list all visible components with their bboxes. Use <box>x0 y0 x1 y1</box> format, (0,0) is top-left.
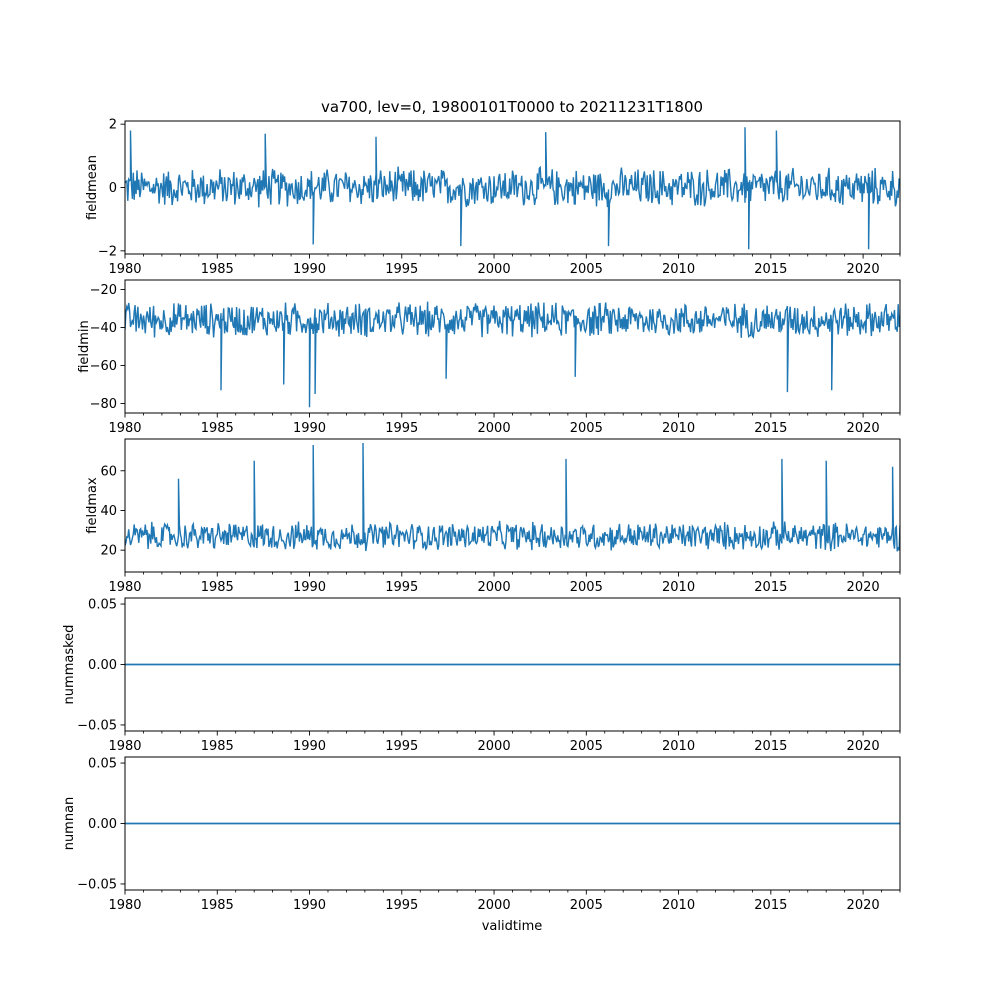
chart-title: va700, lev=0, 19800101T0000 to 20211231T… <box>321 98 703 116</box>
x-tick-label: 1995 <box>385 739 418 754</box>
x-tick-label: 2015 <box>754 739 787 754</box>
x-tick-label: 1980 <box>108 580 141 595</box>
subplot-numnan: 1980 1985 1990 1995 2000 2005 2010 2015 2020 −0.0… <box>62 756 901 913</box>
x-tick-label: 1995 <box>385 898 418 913</box>
x-tick-label: 1980 <box>108 739 141 754</box>
y-axis-label: fieldmin <box>77 320 92 373</box>
subplot-fieldmax: 1980 1985 1990 1995 2000 2005 2010 2015 20202040… <box>85 438 901 595</box>
x-tick-label: 1985 <box>201 421 234 436</box>
x-tick-label: 2010 <box>662 739 695 754</box>
plot-frame <box>124 279 901 414</box>
y-tick-label: −40 <box>90 321 117 336</box>
x-tick-label: 2000 <box>478 262 511 277</box>
y-tick-label: 20 <box>100 544 117 559</box>
x-tick-label: 1980 <box>108 262 141 277</box>
x-tick-label: 2015 <box>754 421 787 436</box>
x-tick-label: 2000 <box>478 580 511 595</box>
x-tick-label: 1990 <box>293 580 326 595</box>
x-tick-label: 2005 <box>570 739 603 754</box>
x-tick-label: 2020 <box>847 739 880 754</box>
y-tick-label: 2 <box>109 118 117 133</box>
x-tick-label: 2005 <box>570 580 603 595</box>
subplot-fieldmean: 1980 1985 1990 1995 2000 2005 2010 2015 2020 −2 0 2… <box>85 118 901 277</box>
x-tick-label: 1985 <box>201 580 234 595</box>
x-tick-label: 1980 <box>108 421 141 436</box>
y-tick-label: −60 <box>90 359 117 374</box>
x-tick-label: 2015 <box>754 580 787 595</box>
x-tick-label: 2005 <box>570 898 603 913</box>
x-tick-label: 2000 <box>478 898 511 913</box>
x-tick-label: 2005 <box>570 262 603 277</box>
y-tick-label: −80 <box>90 397 117 412</box>
x-tick-label: 1995 <box>385 580 418 595</box>
x-tick-label: 1995 <box>385 262 418 277</box>
x-tick-label: 1990 <box>293 262 326 277</box>
x-tick-label: 1990 <box>293 739 326 754</box>
x-tick-label: 2020 <box>847 580 880 595</box>
y-tick-label: 0 <box>109 181 117 196</box>
y-tick-label: −0.05 <box>77 718 117 733</box>
x-tick-label: 2010 <box>662 898 695 913</box>
plot-frame <box>124 438 901 573</box>
x-tick-label: 1990 <box>293 421 326 436</box>
x-tick-label: 1985 <box>201 739 234 754</box>
x-tick-label: 2015 <box>754 898 787 913</box>
x-tick-label: 1980 <box>108 898 141 913</box>
x-tick-label: 2010 <box>662 580 695 595</box>
subplot-nummasked: 1980 1985 1990 1995 2000 2005 2010 2015 2020 −0.0… <box>62 597 901 754</box>
y-tick-label: 0.00 <box>88 817 117 832</box>
y-tick-label: −0.05 <box>77 877 117 892</box>
y-axis-label: numnan <box>62 797 77 851</box>
series-line-fieldmean <box>125 127 900 250</box>
y-tick-label: 40 <box>100 504 117 519</box>
x-tick-label: 1985 <box>201 898 234 913</box>
series-line-fieldmin <box>125 301 900 408</box>
y-tick-label: 0.05 <box>88 757 117 772</box>
series-line-fieldmax <box>125 442 900 552</box>
subplot-stack: 1980 1985 1990 1995 2000 2005 2010 2015 2020−202… <box>62 118 901 913</box>
x-tick-label: 2010 <box>662 262 695 277</box>
x-tick-label: 2020 <box>847 421 880 436</box>
y-tick-label: 60 <box>100 464 117 479</box>
x-tick-label: 2020 <box>847 262 880 277</box>
x-tick-label: 2005 <box>570 421 603 436</box>
x-tick-label: 2000 <box>478 421 511 436</box>
x-tick-label: 1985 <box>201 262 234 277</box>
y-axis-label: fieldmean <box>85 155 100 220</box>
y-tick-label: 0.00 <box>88 658 117 673</box>
y-axis-label: fieldmax <box>85 477 100 534</box>
x-tick-label: 2010 <box>662 421 695 436</box>
x-tick-label: 2015 <box>754 262 787 277</box>
y-tick-label: 0.05 <box>88 598 117 613</box>
y-tick-label: −2 <box>98 244 117 259</box>
subplot-fieldmin: 1980 1985 1990 1995 2000 2005 2010 2015 2020 −80 −… <box>77 279 901 436</box>
x-tick-label: 1990 <box>293 898 326 913</box>
x-axis-label: validtime <box>482 919 543 934</box>
x-tick-label: 1995 <box>385 421 418 436</box>
y-tick-label: −20 <box>90 283 117 298</box>
x-tick-label: 2000 <box>478 739 511 754</box>
x-tick-label: 2020 <box>847 898 880 913</box>
y-axis-label: nummasked <box>62 625 77 705</box>
